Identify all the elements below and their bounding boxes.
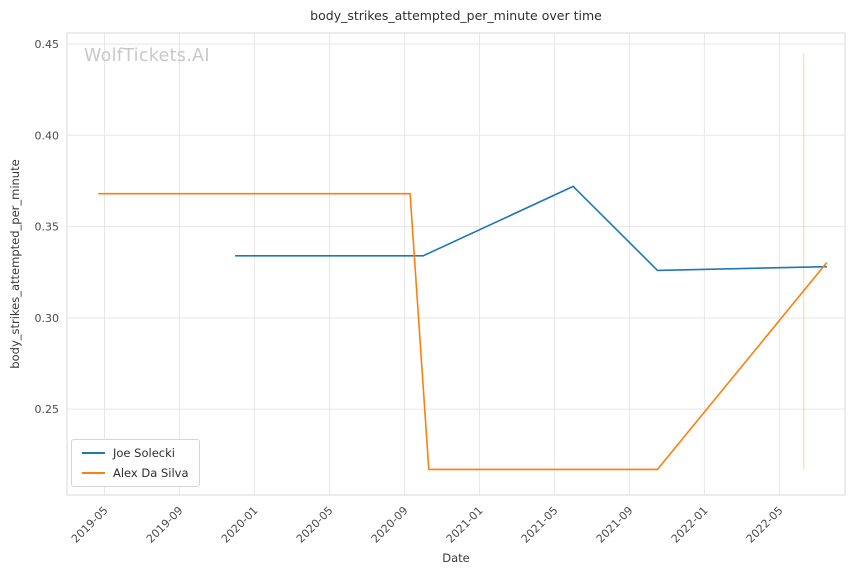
watermark: WolfTickets.AI <box>84 46 210 66</box>
y-tick-label: 0.40 <box>35 129 60 142</box>
y-tick-label: 0.45 <box>35 38 60 51</box>
x-axis-label: Date <box>442 551 470 565</box>
legend-line-swatch-orange <box>82 472 105 474</box>
x-tick-label: 2021-01 <box>444 504 486 546</box>
y-axis-label: body_strikes_attempted_per_minute <box>8 159 22 369</box>
x-tick-label: 2022-01 <box>669 504 711 546</box>
x-tick-label: 2020-01 <box>219 504 261 546</box>
series-line-alex-da-silva <box>98 192 828 471</box>
y-tick-label: 0.25 <box>35 403 60 416</box>
legend-line-swatch-blue <box>82 452 105 454</box>
legend-item-joe-solecki: Joe Solecki <box>82 446 189 460</box>
x-tick-label: 2019-09 <box>144 504 186 546</box>
legend-label: Alex Da Silva <box>113 466 189 480</box>
series-line-joe-solecki <box>234 185 828 272</box>
x-tick-label: 2021-09 <box>594 504 636 546</box>
chart-title: body_strikes_attempted_per_minute over t… <box>310 8 602 23</box>
x-tick-label: 2020-05 <box>294 504 336 546</box>
legend-label: Joe Solecki <box>113 446 175 460</box>
legend: Joe Solecki Alex Da Silva <box>71 439 200 487</box>
x-tick-label: 2022-05 <box>744 504 786 546</box>
plot-background <box>67 33 845 495</box>
axes-spines <box>66 32 846 496</box>
y-tick-label: 0.35 <box>35 221 60 234</box>
x-tick-label: 2021-05 <box>519 504 561 546</box>
x-tick-label: 2019-05 <box>69 504 111 546</box>
y-tick-label: 0.30 <box>35 312 60 325</box>
legend-item-alex-da-silva: Alex Da Silva <box>82 466 189 480</box>
x-tick-label: 2020-09 <box>369 504 411 546</box>
